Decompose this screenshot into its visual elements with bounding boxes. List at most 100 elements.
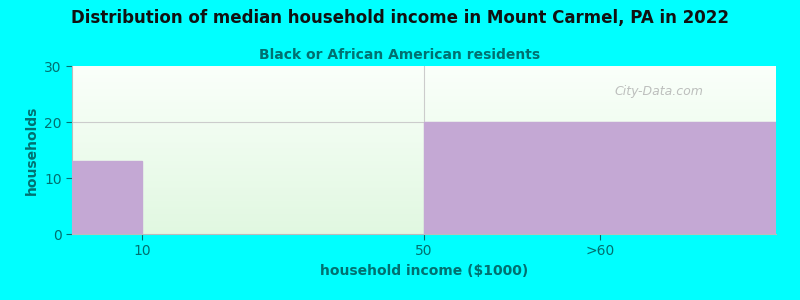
Bar [72,93,776,94]
Bar [72,101,776,102]
Bar [72,157,776,158]
Bar [72,83,776,84]
Bar [72,188,776,189]
Bar [72,131,776,132]
Bar [72,217,776,218]
Bar [72,71,776,72]
Bar [72,108,776,109]
Bar [72,154,776,155]
Bar [72,127,776,128]
Text: City-Data.com: City-Data.com [614,85,703,98]
Bar [72,106,776,107]
Bar [72,172,776,173]
Bar [72,224,776,225]
Bar [72,192,776,193]
Bar [72,181,776,182]
Bar [72,90,776,91]
Bar [72,215,776,216]
Bar [72,66,776,67]
Bar [72,189,776,190]
Bar [72,228,776,229]
Y-axis label: households: households [25,105,38,195]
Bar [72,143,776,144]
Bar [72,229,776,230]
Bar [72,177,776,178]
Bar [72,207,776,208]
Bar [72,196,776,197]
Bar [72,104,776,105]
Bar [72,87,776,88]
Bar [72,212,776,213]
Bar [72,97,776,98]
Bar [72,202,776,203]
Bar [72,133,776,134]
Bar [72,231,776,232]
Bar [72,73,776,74]
Bar [72,91,776,92]
Bar [72,213,776,214]
Bar [72,98,776,99]
Bar [72,121,776,122]
Bar [72,184,776,185]
Bar [72,222,776,223]
Bar [72,72,776,73]
Bar [72,205,776,206]
Bar [72,74,776,75]
Bar [72,225,776,226]
Bar [72,79,776,80]
Bar [72,107,776,108]
Bar [72,214,776,215]
Bar [72,120,776,121]
Bar [72,165,776,166]
Bar [72,203,776,204]
Bar [72,112,776,113]
Bar [72,124,776,125]
Bar [72,115,776,116]
Bar [72,109,776,110]
Bar [72,76,776,77]
Bar [72,130,776,131]
Bar [72,219,776,220]
Bar [72,152,776,153]
Bar [72,82,776,83]
Bar [72,146,776,147]
Bar [72,117,776,118]
Bar [72,134,776,135]
Text: Black or African American residents: Black or African American residents [259,48,541,62]
Bar [72,199,776,200]
Bar [72,78,776,79]
Bar [72,125,776,126]
Bar [72,230,776,231]
Bar [72,162,776,163]
Bar [72,126,776,127]
Bar [72,161,776,162]
Bar [72,137,776,138]
Bar [72,164,776,165]
Bar [72,220,776,221]
Bar [72,193,776,194]
Bar [72,100,776,101]
Bar [72,138,776,139]
Bar [72,180,776,181]
Bar [72,102,776,103]
Bar [72,132,776,133]
Bar [72,201,776,202]
Bar [72,187,776,188]
Bar [72,145,776,146]
Bar [424,122,776,234]
Bar [72,190,776,191]
Bar [72,135,776,136]
Bar [72,122,776,123]
Bar [72,89,776,90]
Bar [72,86,776,87]
Bar [72,75,776,76]
Bar [72,156,776,157]
Bar [72,148,776,149]
Bar [72,163,776,164]
Bar [72,183,776,184]
Bar [72,167,776,168]
Bar [72,111,776,112]
Bar [72,195,776,196]
Bar [72,141,776,142]
Bar [72,176,776,177]
